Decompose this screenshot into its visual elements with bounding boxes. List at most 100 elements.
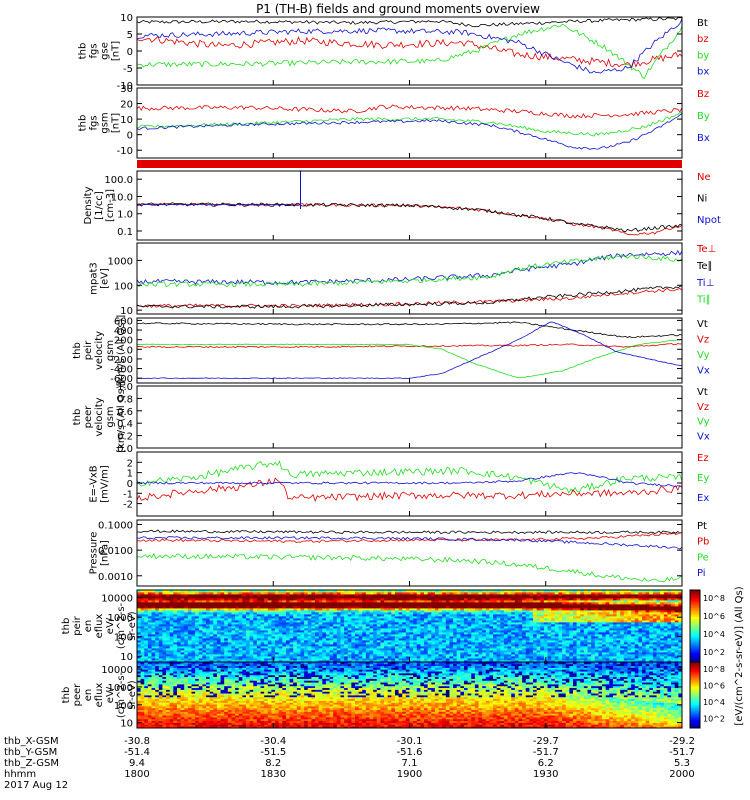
spectrogram-cell [369,602,374,605]
spectrogram-cell [256,624,261,627]
spectrogram-cell [322,598,327,601]
spectrogram-cell [387,636,392,639]
spectrogram-cell [358,604,363,607]
spectrogram-cell [202,628,207,631]
spectrogram-cell [424,596,429,599]
spectrogram-cell [137,642,142,645]
spectrogram-cell [147,640,152,643]
spectrogram-cell [391,650,396,653]
spectrogram-cell [391,656,396,659]
spectrogram-cell [147,602,152,605]
spectrogram-cell [198,654,203,657]
spectrogram-cell [282,638,287,641]
spectrogram-cell [195,644,200,647]
spectrogram-cell [427,654,432,657]
spectrogram-cell [137,630,142,633]
spectrogram-cell [369,594,374,597]
spectrogram-cell [445,644,450,647]
spectrogram-cell [202,590,207,593]
spectrogram-cell [285,660,290,663]
spectrogram-cell [169,620,174,623]
spectrogram-cell [198,624,203,627]
spectrogram-cell [282,644,287,647]
spectrogram-cell [155,592,160,595]
spectrogram-cell [238,618,243,621]
spectrogram-cell [213,632,218,635]
spectrogram-cell [238,648,243,651]
spectrogram-cell [315,630,320,633]
spectrogram-cell [449,658,454,661]
spectrogram-cell [253,638,258,641]
spectrogram-cell [235,618,240,621]
spectrogram-cell [278,636,283,639]
spectrogram-cell [253,660,258,663]
spectrogram-cell [420,594,425,597]
y-axis-label: [nT] [111,113,122,133]
spectrogram-cell [282,600,287,603]
spectrogram-cell [394,610,399,613]
spectrogram-cell [365,654,370,657]
y-axis-label: gsm [100,112,111,133]
spectrogram-cell [340,610,345,613]
spectrogram-cell [380,632,385,635]
spectrogram-cell [166,636,171,639]
spectrogram-cell [187,660,192,663]
spectrogram-cell [402,596,407,599]
spectrogram-cell [394,632,399,635]
spectrogram-cell [431,628,436,631]
spectrogram-cell [344,660,349,663]
spectrogram-cell [333,616,338,619]
spectrogram-cell [220,592,225,595]
spectrogram-cell [398,654,403,657]
spectrogram-cell [322,630,327,633]
spectrogram-cell [416,634,421,637]
spectrogram-cell [380,614,385,617]
spectrogram-cell [224,660,229,663]
spectrogram-cell [191,618,196,621]
spectrogram-cell [267,624,272,627]
spectrogram-cell [285,602,290,605]
spectrogram-cell [140,634,145,637]
series-line-Vt [137,321,683,338]
spectrogram-cell [264,638,269,641]
spectrogram-cell [231,604,236,607]
spectrogram-cell [169,596,174,599]
spectrogram-cell [373,594,378,597]
spectrogram-cell [311,644,316,647]
spectrogram-cell [355,624,360,627]
y-axis-label: [km/s (All Qs)] [116,381,127,453]
spectrogram-cell [376,624,381,627]
spectrogram-cell [315,638,320,641]
spectrogram-cell [180,598,185,601]
spectrogram-cell [434,630,439,633]
spectrogram-cell [365,610,370,613]
spectrogram-cell [373,652,378,655]
spectrogram-cell [307,650,312,653]
spectrogram-cell [405,640,410,643]
spectrogram-cell [318,634,323,637]
spectrogram-cell [231,648,236,651]
spectrogram-cell [453,632,458,635]
spectrogram-cell [311,616,316,619]
spectrogram-cell [293,642,298,645]
spectrogram-cell [256,648,261,651]
spectrogram-cell [267,648,272,651]
spectrogram-cell [445,646,450,649]
spectrogram-cell [184,630,189,633]
spectrogram-cell [424,592,429,595]
spectrogram-cell [249,646,254,649]
legend-entry-Ez: Ez [697,453,709,464]
spectrogram-cell [246,604,251,607]
spectrogram-cell [402,644,407,647]
spectrogram-cell [431,592,436,595]
spectrogram-cell [318,602,323,605]
spectrogram-cell [296,654,301,657]
spectrogram-cell [300,646,305,649]
spectrogram-cell [216,648,221,651]
spectrogram-cell [231,606,236,609]
spectrogram-cell [409,598,414,601]
spectrogram-cell [235,634,240,637]
spectrogram-cell [249,628,254,631]
spectrogram-cell [413,614,418,617]
spectrogram-cell [206,604,211,607]
